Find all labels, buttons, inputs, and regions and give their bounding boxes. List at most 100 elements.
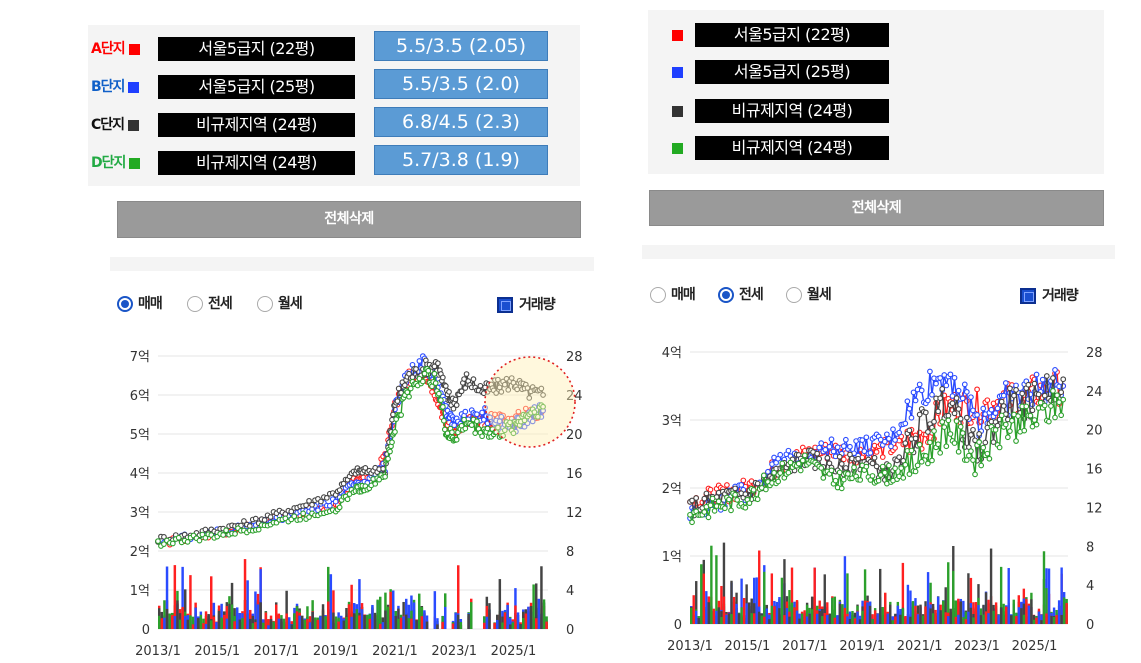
volume-bar bbox=[1002, 603, 1005, 624]
volume-bar bbox=[740, 607, 743, 624]
volume-bar bbox=[705, 591, 708, 624]
legend-color-swatch bbox=[672, 143, 683, 154]
data-point bbox=[449, 429, 455, 436]
left-divider-strip bbox=[110, 257, 594, 271]
volume-bar bbox=[758, 550, 761, 624]
right-radio-0[interactable]: 매매 bbox=[650, 284, 696, 304]
data-point bbox=[1007, 428, 1013, 434]
volume-bar bbox=[340, 615, 343, 629]
right-jeonse-chart: 0 1억 2억 3억 4억 0 4 8 12 16 20 24 28 2013/1 2015/1 2017/1… bbox=[662, 346, 1103, 654]
left-radio-1[interactable]: 전세 bbox=[187, 293, 233, 313]
data-point bbox=[925, 429, 931, 435]
right-delete-all-button[interactable]: 전체삭제 bbox=[649, 190, 1104, 226]
y-left-tick-label: 1억 bbox=[130, 584, 150, 599]
volume-bar bbox=[399, 617, 403, 629]
volume-bar bbox=[947, 562, 950, 624]
volume-bar bbox=[896, 605, 900, 624]
volume-bar bbox=[358, 615, 361, 629]
volume-bar bbox=[747, 602, 751, 624]
volume-bar bbox=[964, 611, 968, 624]
left-delete-all-button[interactable]: 전체삭제 bbox=[117, 201, 581, 238]
data-point bbox=[859, 437, 866, 443]
volume-checkbox[interactable] bbox=[497, 297, 513, 313]
volume-bar bbox=[420, 616, 424, 629]
complex-name-box: 서울5급지 (22평) bbox=[695, 23, 889, 47]
volume-bar bbox=[483, 622, 486, 629]
volume-bar bbox=[392, 590, 395, 629]
radio-button[interactable] bbox=[257, 296, 273, 312]
data-point bbox=[453, 436, 460, 443]
radio-button[interactable] bbox=[650, 287, 666, 303]
volume-bar bbox=[1052, 607, 1056, 624]
volume-bar bbox=[451, 623, 455, 629]
volume-bar bbox=[843, 556, 847, 624]
volume-bar bbox=[821, 616, 824, 624]
data-point bbox=[474, 418, 480, 425]
right-volume-toggle[interactable]: 거래량 bbox=[1020, 285, 1079, 305]
radio-button[interactable] bbox=[718, 287, 734, 303]
y-right-tick-label: 8 bbox=[566, 545, 574, 560]
data-point bbox=[1019, 390, 1026, 397]
data-point bbox=[524, 385, 531, 391]
data-point bbox=[943, 382, 950, 389]
data-point bbox=[196, 537, 203, 544]
volume-bar bbox=[158, 615, 161, 629]
volume-bars bbox=[690, 542, 1068, 624]
data-point bbox=[779, 460, 786, 467]
data-point bbox=[1054, 392, 1060, 399]
data-point bbox=[970, 457, 976, 463]
data-point bbox=[906, 471, 913, 477]
data-point bbox=[795, 460, 802, 467]
data-point bbox=[461, 416, 467, 423]
data-point bbox=[861, 448, 868, 455]
data-point bbox=[526, 395, 533, 401]
data-point bbox=[968, 394, 974, 401]
volume-bar bbox=[979, 615, 983, 624]
data-point bbox=[797, 467, 804, 474]
volume-bar bbox=[454, 612, 457, 629]
data-point bbox=[976, 431, 982, 437]
left-radio-0[interactable]: 매매 bbox=[117, 293, 163, 313]
volume-bar bbox=[223, 614, 226, 629]
volume-bar bbox=[982, 614, 985, 624]
volume-bar bbox=[742, 597, 746, 624]
data-point bbox=[916, 441, 923, 448]
data-point bbox=[438, 397, 444, 403]
right-radio-2[interactable]: 월세 bbox=[786, 284, 832, 304]
data-point bbox=[982, 439, 989, 446]
y-right-tick-label: 12 bbox=[1086, 501, 1103, 516]
volume-bar bbox=[256, 604, 260, 629]
volume-bar bbox=[467, 613, 470, 629]
volume-bar bbox=[725, 614, 728, 624]
data-point bbox=[439, 403, 446, 410]
left-volume-toggle[interactable]: 거래량 bbox=[497, 294, 556, 314]
data-point bbox=[1052, 367, 1058, 373]
volume-bar bbox=[207, 614, 210, 629]
data-point bbox=[495, 424, 501, 431]
volume-bar bbox=[904, 616, 907, 624]
volume-checkbox[interactable] bbox=[1020, 288, 1036, 304]
right-radio-1[interactable]: 전세 bbox=[718, 284, 764, 304]
volume-bar bbox=[926, 572, 930, 624]
volume-bar bbox=[846, 616, 849, 624]
volume-bar bbox=[537, 598, 541, 629]
volume-bar bbox=[405, 598, 408, 629]
x-tick-label: 2013/1 bbox=[667, 639, 713, 654]
radio-button[interactable] bbox=[786, 287, 802, 303]
data-point bbox=[908, 414, 915, 421]
data-point bbox=[820, 475, 827, 481]
radio-button[interactable] bbox=[117, 296, 133, 312]
volume-bar bbox=[397, 618, 400, 629]
data-point bbox=[522, 405, 529, 412]
data-point bbox=[902, 440, 909, 446]
y-right-tick-label: 20 bbox=[1086, 424, 1103, 439]
volume-bar bbox=[360, 609, 364, 629]
volume-bar bbox=[381, 622, 385, 629]
volume-bar bbox=[783, 559, 786, 624]
volume-bar bbox=[831, 597, 834, 624]
volume-bar bbox=[191, 624, 195, 629]
radio-button[interactable] bbox=[187, 296, 203, 312]
left-radio-2[interactable]: 월세 bbox=[257, 293, 303, 313]
volume-bar bbox=[285, 590, 288, 629]
data-point bbox=[998, 398, 1005, 405]
